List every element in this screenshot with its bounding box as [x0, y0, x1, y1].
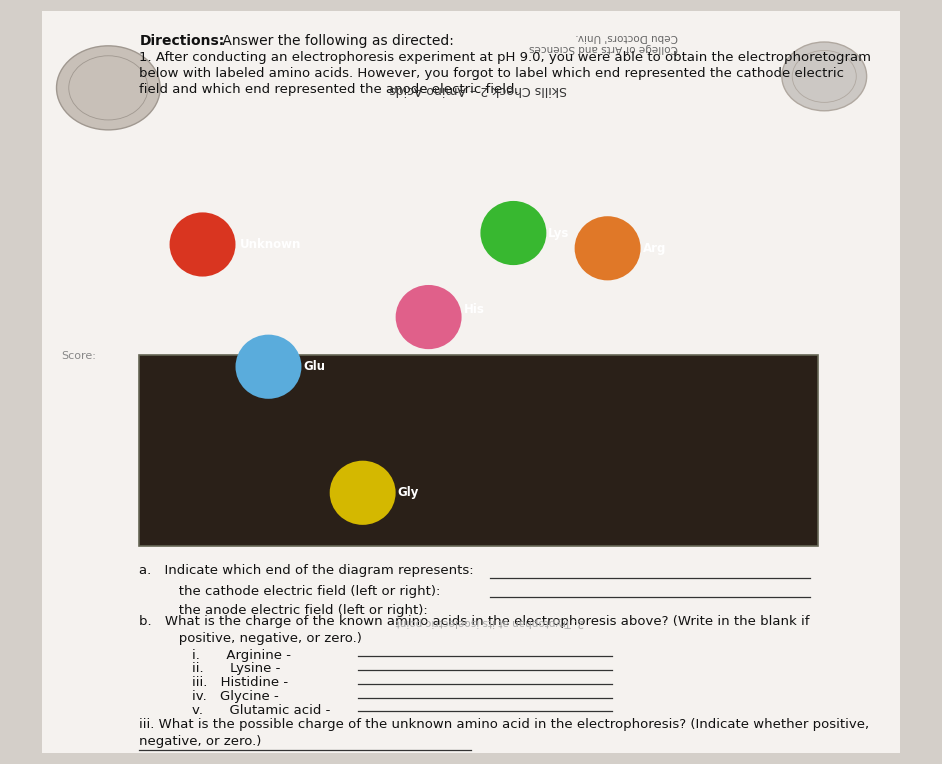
Text: Directions:: Directions:: [139, 34, 224, 48]
Circle shape: [57, 46, 160, 130]
Text: below with labeled amino acids. However, you forgot to label which end represent: below with labeled amino acids. However,…: [139, 67, 844, 80]
Text: 1. After conducting an electrophoresis experiment at pH 9.0, you were able to ob: 1. After conducting an electrophoresis e…: [139, 51, 871, 64]
Ellipse shape: [170, 212, 236, 277]
Text: ii.  Lysine -: ii. Lysine -: [139, 662, 281, 675]
Text: iii. Histidine -: iii. Histidine -: [139, 676, 288, 689]
FancyBboxPatch shape: [139, 355, 818, 546]
Text: His: His: [463, 303, 484, 316]
Text: negative, or zero.): negative, or zero.): [139, 735, 262, 748]
Text: a. Indicate which end of the diagram represents:: a. Indicate which end of the diagram rep…: [139, 564, 474, 577]
Text: Glu: Glu: [303, 360, 325, 374]
Ellipse shape: [480, 201, 546, 265]
Text: Answer the following as directed:: Answer the following as directed:: [218, 34, 453, 48]
Text: b. What is the charge of the known amino acids in the electrophoresis above? (Wr: b. What is the charge of the known amino…: [139, 615, 810, 628]
Text: College of Arts and Sciences: College of Arts and Sciences: [529, 44, 678, 53]
Text: Arg: Arg: [642, 241, 666, 255]
Text: Skills Check 2 – Amino Acids: Skills Check 2 – Amino Acids: [390, 83, 567, 96]
Circle shape: [782, 42, 867, 111]
Text: i.  Arginine -: i. Arginine -: [139, 649, 291, 662]
Text: iv. Glycine -: iv. Glycine -: [139, 690, 279, 703]
Text: Gly: Gly: [398, 486, 419, 500]
Text: 2. Tryptophan at its isoelectric point: 2. Tryptophan at its isoelectric point: [396, 617, 584, 627]
Text: field and which end represented the anode electric field.: field and which end represented the anod…: [139, 83, 519, 96]
Ellipse shape: [236, 335, 301, 399]
Text: the cathode electric field (left or right):: the cathode electric field (left or righ…: [139, 585, 441, 598]
Text: Unknown: Unknown: [240, 238, 301, 251]
Text: iii. What is the possible charge of the unknown amino acid in the electrophoresi: iii. What is the possible charge of the …: [139, 718, 869, 731]
Text: Cebu Doctors' Univ.: Cebu Doctors' Univ.: [576, 32, 678, 42]
Text: positive, negative, or zero.): positive, negative, or zero.): [139, 632, 363, 645]
Text: Score:: Score:: [61, 351, 96, 361]
FancyBboxPatch shape: [42, 11, 900, 753]
Ellipse shape: [575, 216, 641, 280]
Ellipse shape: [330, 461, 396, 525]
Text: the anode electric field (left or right):: the anode electric field (left or right)…: [139, 604, 429, 617]
Text: Lys: Lys: [548, 226, 570, 240]
Text: v.  Glutamic acid -: v. Glutamic acid -: [139, 704, 331, 717]
Ellipse shape: [396, 285, 462, 349]
